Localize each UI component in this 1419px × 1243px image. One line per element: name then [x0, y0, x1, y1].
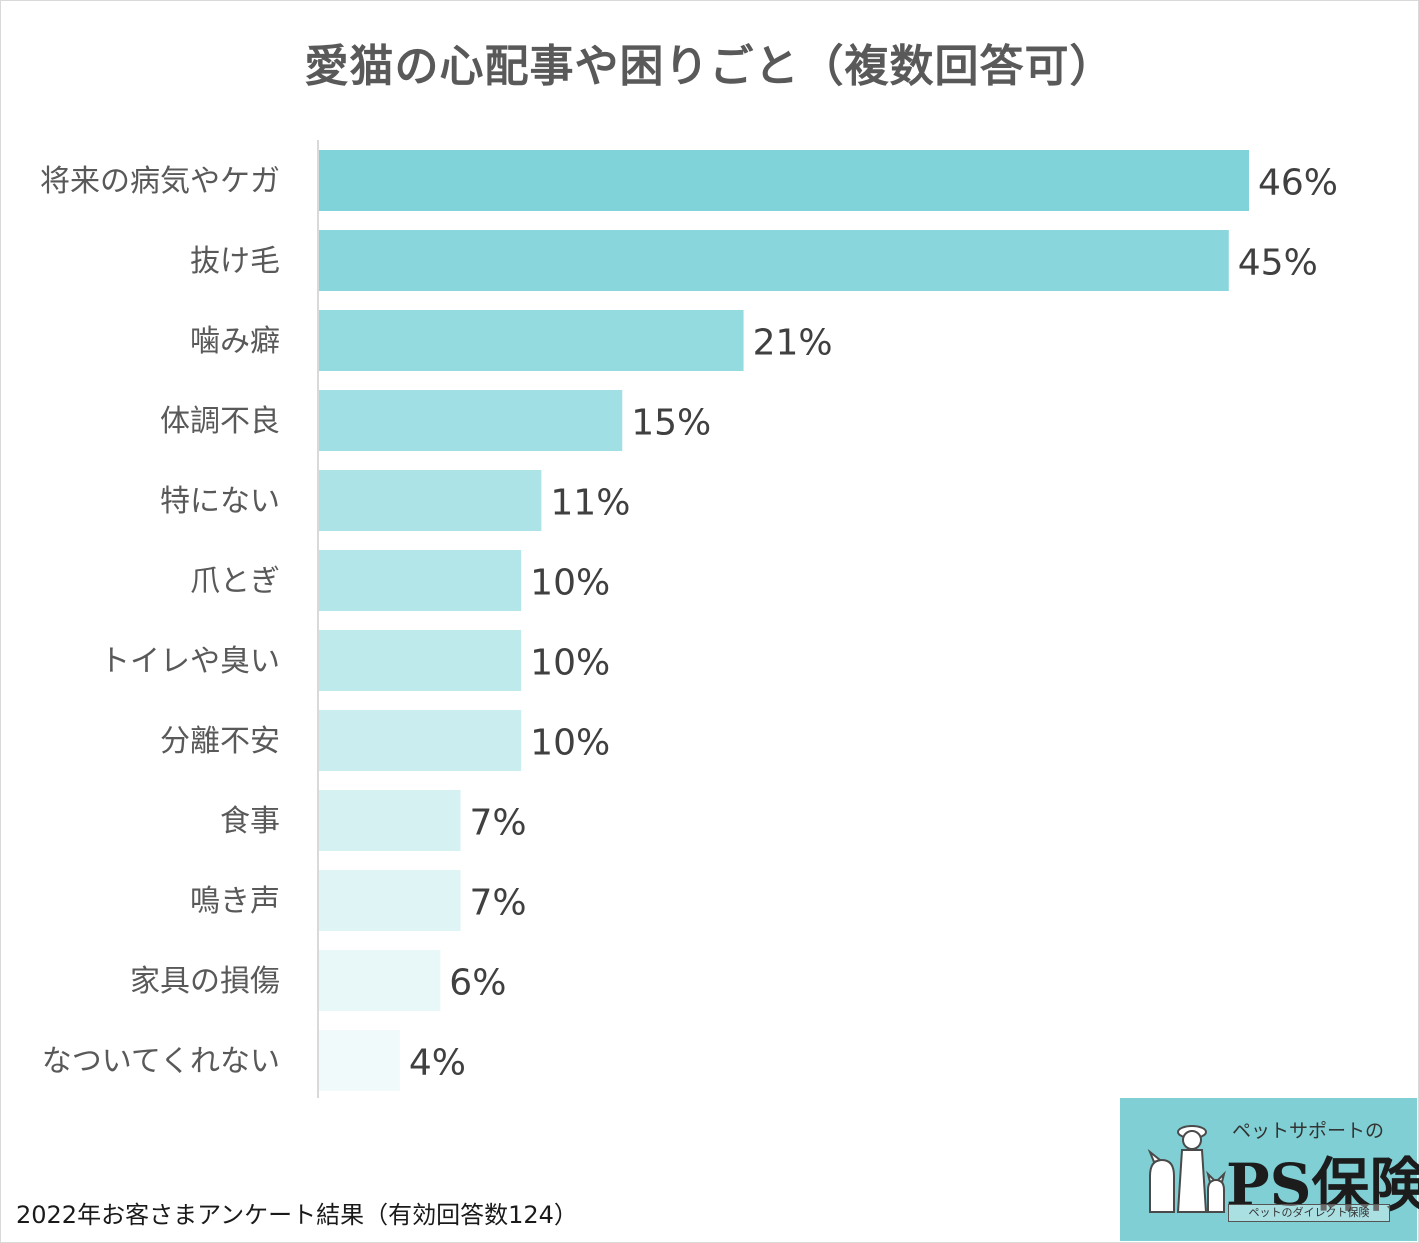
bar-7 [319, 630, 522, 691]
logo-subline: ペットのダイレクト保険 [1228, 1204, 1390, 1222]
bar-10 [319, 870, 461, 931]
logo-name: PS保険 [1226, 1151, 1419, 1219]
data-label: 10% [530, 723, 610, 764]
bar-6 [319, 550, 522, 611]
data-label: 46% [1258, 163, 1338, 204]
data-label: 7% [470, 803, 527, 844]
category-label: 抜け毛 [190, 244, 280, 279]
category-label: トイレや臭い [100, 644, 280, 679]
data-label: 7% [470, 883, 527, 924]
data-label: 21% [753, 323, 833, 364]
data-label: 6% [449, 963, 506, 1004]
source-note: 2022年お客さまアンケート結果（有効回答数124） [16, 1201, 578, 1229]
data-label: 10% [530, 643, 610, 684]
bar-3 [319, 310, 744, 371]
category-label: 噛み癖 [190, 324, 280, 359]
chart-title: 愛猫の心配事や困りごと（複数回答可） [304, 41, 1115, 92]
category-label: 分離不安 [160, 724, 280, 759]
category-label: 体調不良 [160, 404, 280, 439]
logo-tagline: ペットサポートの [1232, 1120, 1385, 1142]
data-label: 11% [550, 483, 630, 524]
category-label: 鳴き声 [190, 884, 280, 919]
pet-owner-illustration-icon [1147, 1125, 1226, 1213]
bar-11 [319, 950, 441, 1011]
data-label: 10% [530, 563, 610, 604]
category-label: なついてくれない [42, 1044, 280, 1079]
category-label: 家具の損傷 [130, 964, 280, 999]
category-label: 将来の病気やケガ [40, 164, 280, 199]
brand-logo: ペットサポートの PS保険 ペットのダイレクト保険 [1120, 1098, 1419, 1241]
data-label: 45% [1238, 243, 1318, 284]
data-label: 4% [409, 1043, 466, 1084]
bar-8 [319, 710, 522, 771]
bar-4 [319, 390, 623, 451]
category-label: 爪とぎ [190, 564, 280, 599]
bar-1 [319, 150, 1249, 211]
category-label: 特にない [160, 484, 280, 519]
bar-12 [319, 1030, 400, 1091]
category-label: 食事 [220, 804, 280, 839]
bar-5 [319, 470, 542, 531]
data-label: 15% [631, 403, 711, 444]
bar-2 [319, 230, 1229, 291]
bar-9 [319, 790, 461, 851]
